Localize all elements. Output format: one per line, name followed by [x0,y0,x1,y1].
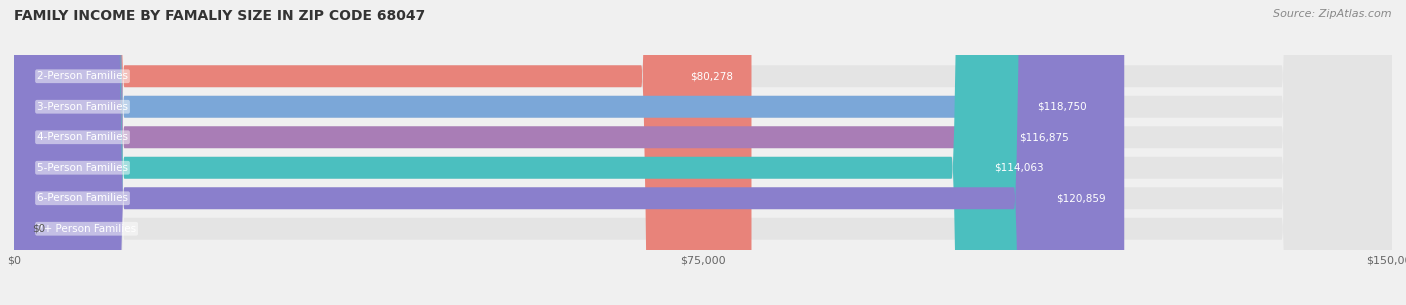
Text: 5-Person Families: 5-Person Families [37,163,128,173]
FancyBboxPatch shape [14,0,1392,305]
FancyBboxPatch shape [14,0,1392,305]
Text: 3-Person Families: 3-Person Families [37,102,128,112]
Text: $0: $0 [32,224,45,234]
FancyBboxPatch shape [14,0,1392,305]
Text: $118,750: $118,750 [1036,102,1087,112]
FancyBboxPatch shape [14,0,1105,305]
FancyBboxPatch shape [14,0,1125,305]
Text: $80,278: $80,278 [690,71,733,81]
Text: 6-Person Families: 6-Person Families [37,193,128,203]
FancyBboxPatch shape [14,0,1062,305]
Text: 7+ Person Families: 7+ Person Families [37,224,136,234]
FancyBboxPatch shape [14,0,1392,305]
Text: 2-Person Families: 2-Person Families [37,71,128,81]
FancyBboxPatch shape [14,0,1392,305]
FancyBboxPatch shape [14,0,1088,305]
FancyBboxPatch shape [14,0,751,305]
Text: 4-Person Families: 4-Person Families [37,132,128,142]
Text: $114,063: $114,063 [994,163,1043,173]
Text: $116,875: $116,875 [1019,132,1070,142]
Text: $120,859: $120,859 [1056,193,1107,203]
Text: FAMILY INCOME BY FAMALIY SIZE IN ZIP CODE 68047: FAMILY INCOME BY FAMALIY SIZE IN ZIP COD… [14,9,425,23]
FancyBboxPatch shape [14,0,1392,305]
Text: Source: ZipAtlas.com: Source: ZipAtlas.com [1274,9,1392,19]
